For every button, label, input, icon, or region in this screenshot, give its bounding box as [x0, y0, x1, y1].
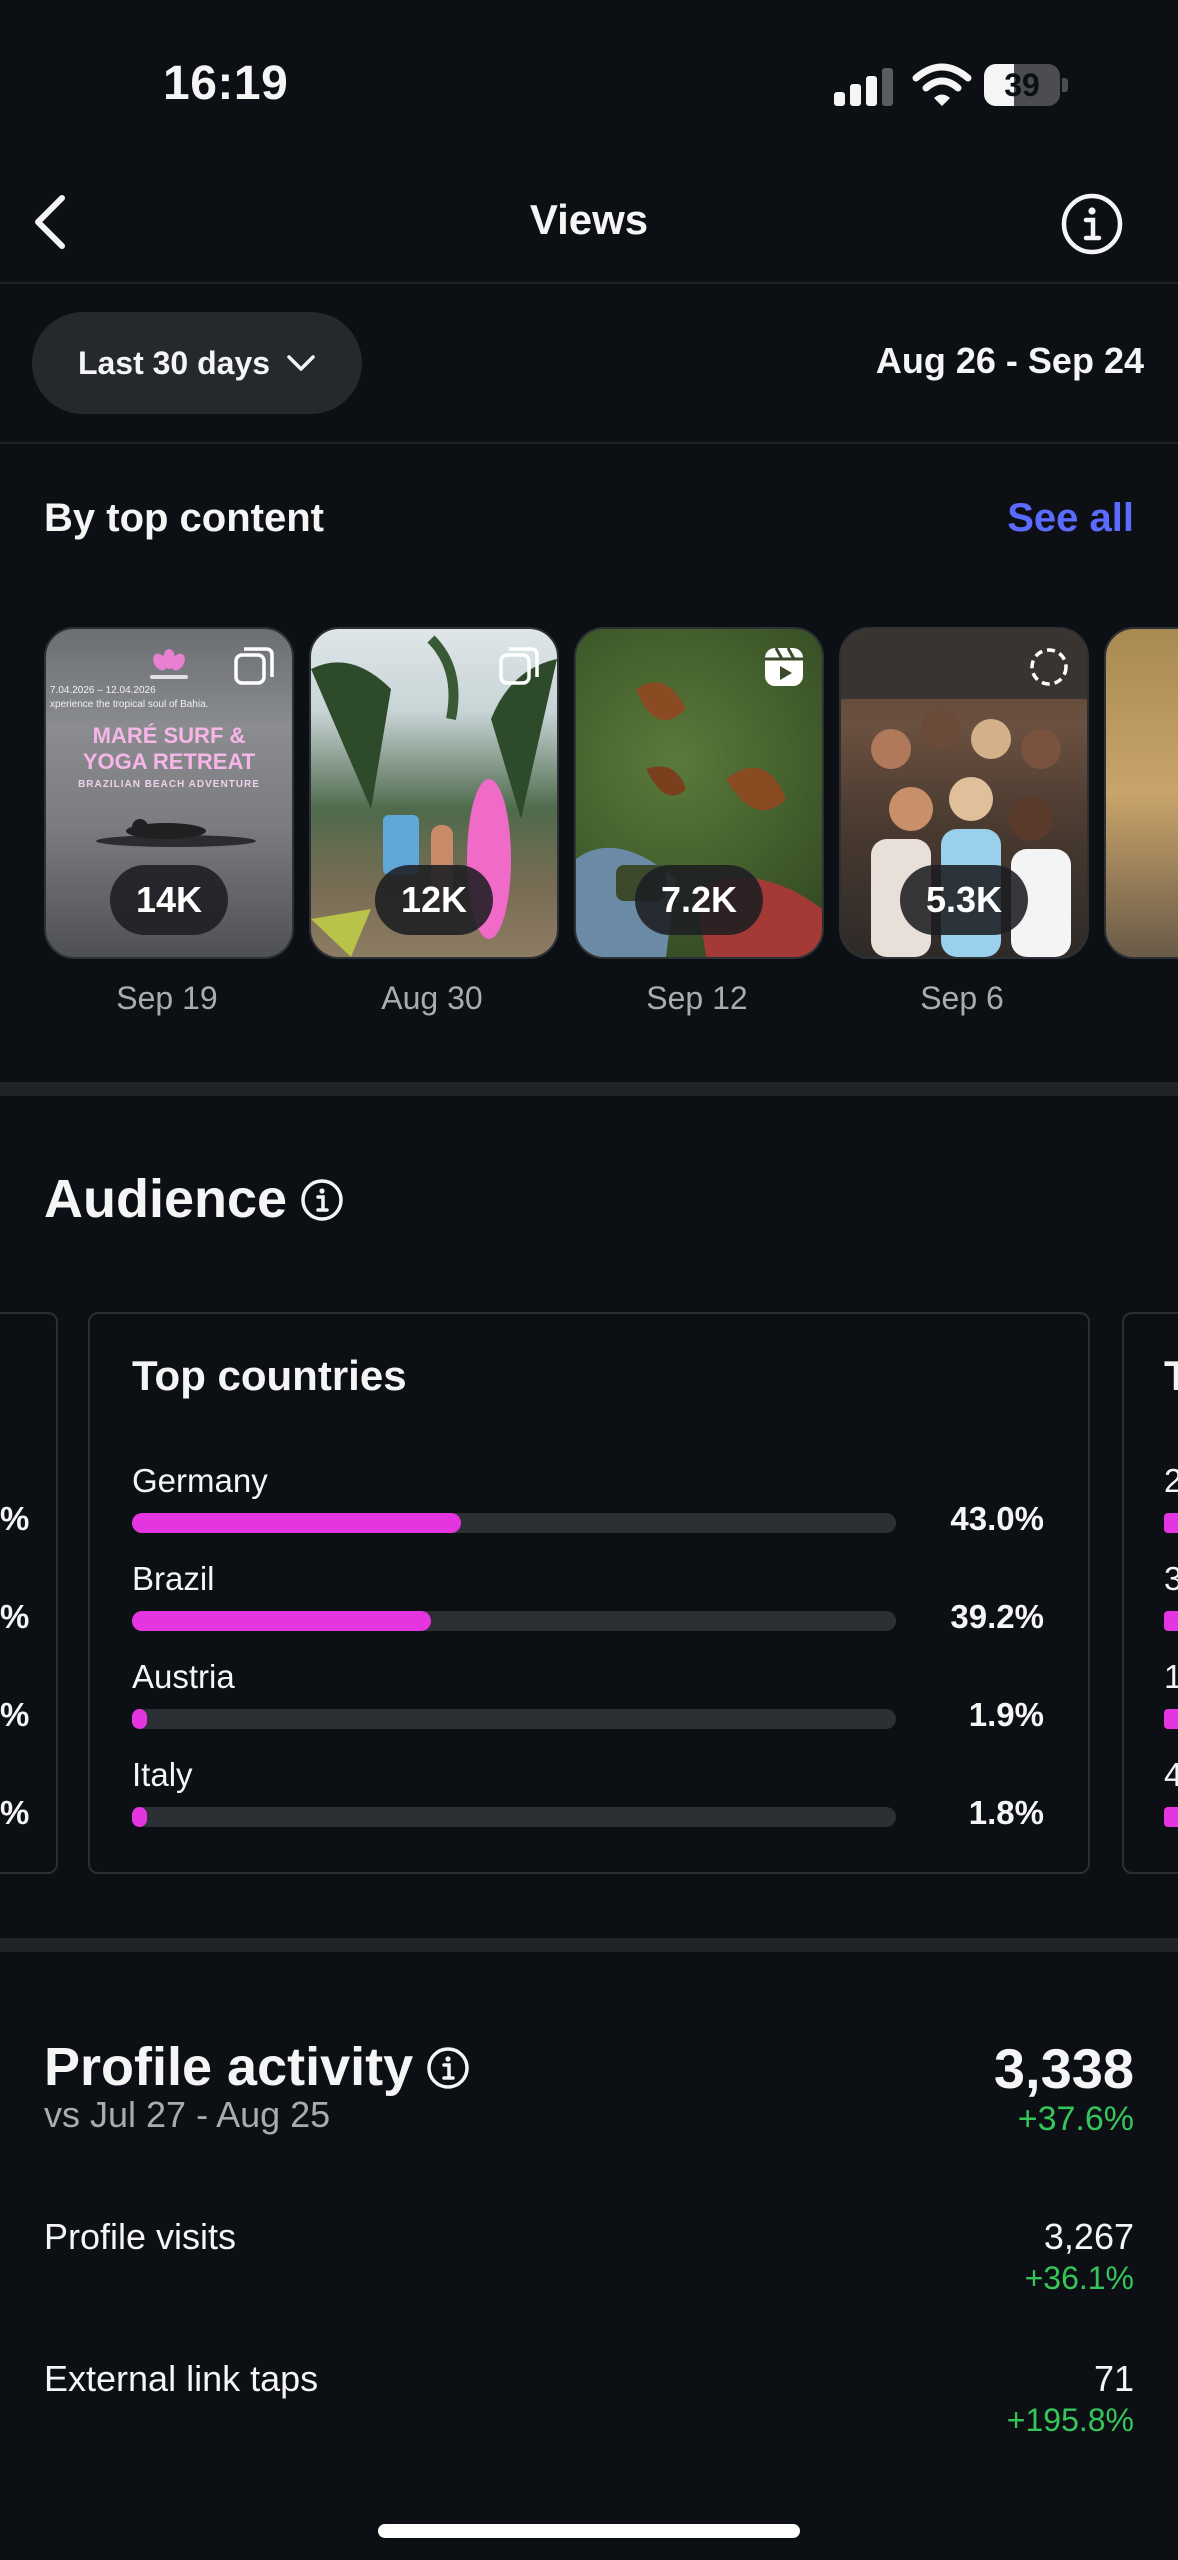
poster-dates: 7.04.2026 – 12.04.2026 [50, 685, 156, 696]
see-all-link[interactable]: See all [1007, 496, 1134, 540]
metric-delta-profile-visits: +36.1% [1024, 2260, 1134, 2296]
filter-divider [0, 442, 1178, 444]
country-bar-fill [132, 1807, 147, 1827]
top-countries-title: Top countries [132, 1352, 407, 1399]
next-card-row-initial: 3 [1164, 1560, 1178, 1597]
top-content-heading: By top content [44, 496, 324, 540]
view-count: 5.3K [899, 865, 1029, 935]
content-thumbnail[interactable]: 12K [309, 627, 559, 959]
profile-activity-comparison: vs Jul 27 - Aug 25 [44, 2094, 331, 2135]
country-pct: 1.9% [968, 1696, 1044, 1733]
country-label: Austria [132, 1658, 235, 1695]
view-count: 12K [374, 865, 494, 935]
metric-delta-external-link-taps: +195.8% [1006, 2402, 1134, 2438]
section-divider [0, 1938, 1178, 1952]
header-divider [0, 282, 1178, 284]
content-date: Sep 6 [920, 980, 1004, 1016]
surfer-silhouette [96, 819, 256, 847]
profile-activity-total: 3,338 [993, 2037, 1134, 2100]
poster-tagline: xperience the tropical soul of Bahia. [50, 699, 209, 710]
view-count: 7.2K [634, 865, 764, 935]
page-title: Views [529, 196, 649, 243]
poster-headline-1: MARÉ SURF & [92, 723, 246, 748]
home-indicator[interactable] [378, 2524, 800, 2538]
content-date: Aug 30 [381, 980, 483, 1016]
metric-value-profile-visits: 3,267 [1043, 2216, 1134, 2257]
flower-logo-icon [150, 649, 188, 679]
content-date: Sep 19 [116, 980, 218, 1016]
country-pct: 43.0% [950, 1500, 1044, 1537]
next-card-bar [1164, 1611, 1178, 1631]
content-thumbnail[interactable]: 7.2K [574, 627, 824, 959]
prev-card-edge-value: % [0, 1696, 30, 1733]
prev-card-edge-value: % [0, 1500, 30, 1537]
beach-photo [311, 635, 557, 957]
poster-subline: BRAZILIAN BEACH ADVENTURE [78, 779, 260, 790]
country-pct: 1.8% [968, 1794, 1044, 1831]
carousel-icon [499, 647, 539, 685]
info-icon[interactable] [1060, 192, 1124, 256]
next-card-row-initial: 2 [1164, 1462, 1178, 1499]
country-bar-fill [132, 1709, 147, 1729]
reels-icon [765, 647, 803, 686]
metric-label-profile-visits: Profile visits [44, 2216, 237, 2257]
chevron-down-icon [287, 355, 315, 371]
content-date: Sep 12 [646, 980, 748, 1016]
info-icon[interactable] [426, 2046, 470, 2090]
carousel-icon [234, 647, 274, 685]
prev-card-edge-value: % [0, 1794, 30, 1831]
country-bar-track [132, 1513, 896, 1533]
country-bar-track [132, 1709, 896, 1729]
next-audience-card[interactable] [1122, 1312, 1178, 1874]
poster-headline-2: YOGA RETREAT [82, 749, 256, 774]
country-label: Germany [132, 1462, 268, 1499]
story-ring-icon [1030, 648, 1068, 686]
next-card-title-initial: T [1164, 1352, 1178, 1399]
view-count: 14K [109, 865, 229, 935]
top-countries-card[interactable] [88, 1312, 1090, 1874]
wifi-icon [912, 63, 972, 106]
date-range-dropdown-label: Last 30 days [77, 344, 271, 381]
country-bar-track [132, 1611, 896, 1631]
date-range-text: Aug 26 - Sep 24 [875, 340, 1144, 381]
country-label: Italy [132, 1756, 193, 1793]
profile-activity-heading: Profile activity [44, 2037, 414, 2097]
info-icon[interactable] [300, 1178, 344, 1222]
metric-label-external-link-taps: External link taps [44, 2358, 319, 2399]
battery-level: 39 [1004, 67, 1040, 103]
signal-icon [834, 66, 894, 106]
next-card-row-initial: 4 [1164, 1756, 1178, 1793]
country-label: Brazil [132, 1560, 215, 1597]
next-card-row-initial: 1 [1164, 1658, 1178, 1695]
country-pct: 39.2% [950, 1598, 1044, 1635]
metric-value-external-link-taps: 71 [1093, 2358, 1134, 2399]
next-card-bar [1164, 1513, 1178, 1533]
content-thumbnail[interactable]: 5.3K [839, 627, 1089, 959]
back-arrow-icon[interactable] [28, 192, 76, 252]
battery-icon: 39 [984, 64, 1068, 106]
content-thumbnail-partial[interactable] [1104, 627, 1178, 959]
country-bar-track [132, 1807, 896, 1827]
date-range-dropdown[interactable]: Last 30 days [32, 312, 362, 414]
prev-card-edge-value: % [0, 1598, 30, 1635]
profile-activity-total-delta: +37.6% [1017, 2100, 1134, 2138]
previous-audience-card[interactable] [0, 1312, 58, 1874]
audience-heading: Audience [44, 1169, 288, 1229]
country-bar-fill [132, 1513, 461, 1533]
next-card-bar [1164, 1807, 1178, 1827]
country-bar-fill [132, 1611, 432, 1631]
section-divider [0, 1082, 1178, 1096]
content-thumbnail[interactable]: 7.04.2026 – 12.04.2026 xperience the tro… [44, 627, 294, 959]
status-time: 16:19 [163, 57, 289, 110]
next-card-bar [1164, 1709, 1178, 1729]
